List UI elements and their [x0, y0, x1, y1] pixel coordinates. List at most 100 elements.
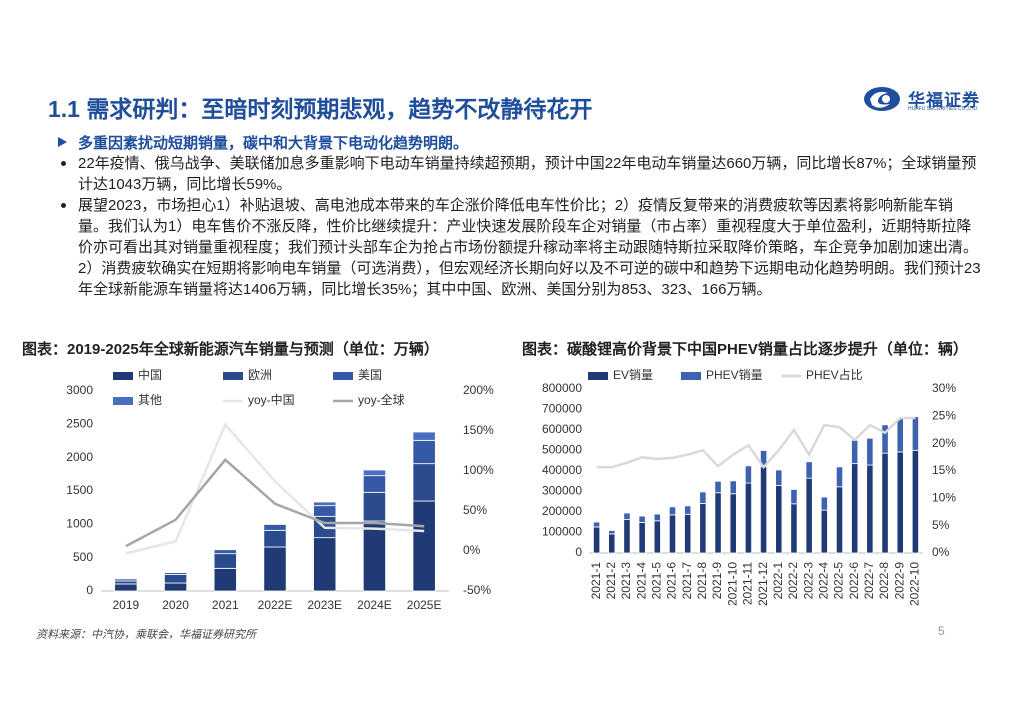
- bar-segment: [866, 464, 874, 554]
- x-tick-label: 2021-3: [619, 562, 633, 600]
- x-tick-label: 2021-6: [665, 562, 679, 600]
- bar-segment: [714, 480, 722, 494]
- bar-segment: [163, 573, 188, 584]
- x-tick-label: 2022-2: [786, 562, 800, 600]
- lead-point: 多重因素扰动短期销量，碳中和大背景下电动化趋势明朗。: [78, 135, 469, 152]
- legend-swatch: [681, 372, 701, 380]
- y-tick-label: 400000: [542, 463, 582, 477]
- x-tick-label: 2019: [113, 598, 140, 612]
- bar-segment: [820, 496, 828, 511]
- bar-segment: [638, 522, 646, 554]
- bar-segment: [714, 492, 722, 554]
- bar-segment: [213, 567, 237, 592]
- y-tick-label: 100000: [542, 525, 582, 539]
- bar-segment: [263, 523, 287, 531]
- x-tick-label: 2021: [212, 598, 239, 612]
- y-tick-label: 10%: [932, 491, 956, 505]
- bar-segment: [362, 475, 387, 493]
- x-tick-label: 2021-12: [756, 562, 770, 606]
- bar-segment: [213, 549, 237, 555]
- legend-label: PHEV占比: [806, 367, 863, 382]
- x-tick-label: 2021-8: [695, 562, 709, 600]
- bullet-text: 展望2023，市场担心1）补贴退坡、高电池成本带来的车企涨价降低电车性价比；2）…: [78, 197, 981, 298]
- legend-swatch: [223, 372, 243, 380]
- bar-segment: [593, 526, 601, 554]
- bar-segment: [213, 553, 237, 569]
- y-tick-label: 500: [73, 550, 93, 564]
- bar-segment: [835, 466, 844, 488]
- legend-label: yoy-全球: [358, 392, 405, 407]
- y-tick-label: 2000: [66, 450, 93, 464]
- bar-segment: [412, 439, 436, 465]
- x-tick-label: 2021-10: [725, 562, 739, 606]
- x-tick-label: 2022-5: [832, 562, 846, 600]
- x-tick-label: 2021-1: [589, 562, 603, 600]
- bullet-arrow: [58, 137, 67, 147]
- y-tick-label: 150%: [463, 423, 494, 437]
- bar-segment: [684, 505, 692, 515]
- x-tick-label: 2022-1: [771, 562, 785, 600]
- y-tick-label: -50%: [463, 583, 491, 597]
- bar-segment: [684, 513, 692, 554]
- chart: 0 500 1000 1500 2000 2500 3000 -50% 0% 50% 100% 150…: [66, 367, 494, 612]
- legend-swatch: [113, 372, 133, 380]
- bar-segment: [412, 463, 436, 502]
- bar-segment: [729, 480, 737, 495]
- bar-segment: [775, 485, 783, 554]
- bar-segment: [114, 577, 138, 580]
- bullet-dot: [61, 161, 66, 166]
- y-tick-label: 3000: [66, 383, 93, 397]
- x-tick-label: 2022-9: [892, 562, 906, 600]
- y-tick-label: 0: [86, 583, 93, 597]
- bar-segment: [760, 466, 768, 554]
- y-tick-label: 300000: [542, 484, 582, 498]
- bar-segment: [608, 530, 616, 535]
- bar-segment: [835, 486, 844, 554]
- x-tick-label: 2024E: [357, 598, 392, 612]
- legend-label: 中国: [138, 367, 162, 382]
- y-tick-label: 700000: [542, 402, 582, 416]
- logo-icon: [864, 87, 900, 111]
- x-tick-label: 2021-2: [604, 562, 618, 600]
- x-tick-label: 2021-11: [741, 562, 755, 605]
- x-tick-label: 2022-6: [847, 562, 861, 600]
- y-tick-label: 0%: [463, 543, 481, 557]
- x-tick-label: 2022-4: [816, 562, 830, 600]
- bar-segment: [653, 520, 661, 554]
- line-series: [125, 458, 425, 548]
- bar-segment: [362, 491, 387, 522]
- x-tick-label: 2020: [162, 598, 189, 612]
- bar-segment: [313, 505, 337, 517]
- logo-name: 华福证券: [908, 91, 980, 110]
- bar-segment: [263, 546, 287, 592]
- legend-label: 欧洲: [248, 368, 272, 382]
- bar-segment: [213, 548, 237, 551]
- bar-segment: [653, 513, 661, 522]
- bar-segment: [114, 580, 138, 585]
- bar-segment: [313, 537, 337, 592]
- bullet-dot: [61, 203, 66, 208]
- x-tick-label: 2022-3: [801, 562, 815, 600]
- bar-segment: [623, 512, 631, 520]
- bar-segment: [881, 424, 889, 454]
- bar-segment: [608, 533, 616, 554]
- bar-segment: [668, 514, 677, 554]
- chart: 0 100000 200000 300000 400000 500000 600000 700…: [542, 367, 956, 606]
- y-tick-label: 0%: [932, 545, 950, 559]
- x-tick-label: 2022-7: [862, 562, 876, 600]
- legend-swatch: [588, 372, 608, 380]
- bar-segment: [593, 521, 601, 528]
- legend-label: 美国: [358, 368, 382, 382]
- bar-segment: [911, 416, 919, 451]
- line-series: [596, 416, 916, 470]
- legend-swatch: [113, 397, 133, 405]
- bar-segment: [790, 503, 798, 554]
- bar-segment: [896, 451, 904, 554]
- x-tick-label: 2021-9: [710, 562, 724, 600]
- bar-segment: [163, 582, 188, 592]
- bar-segment: [881, 452, 889, 554]
- x-tick-label: 2021-4: [634, 562, 648, 600]
- legend-label: PHEV销量: [706, 368, 763, 382]
- legend-label: 其他: [138, 393, 162, 407]
- logo-subtitle: HUAFU SECURITIES CO.,LTD.: [908, 106, 979, 112]
